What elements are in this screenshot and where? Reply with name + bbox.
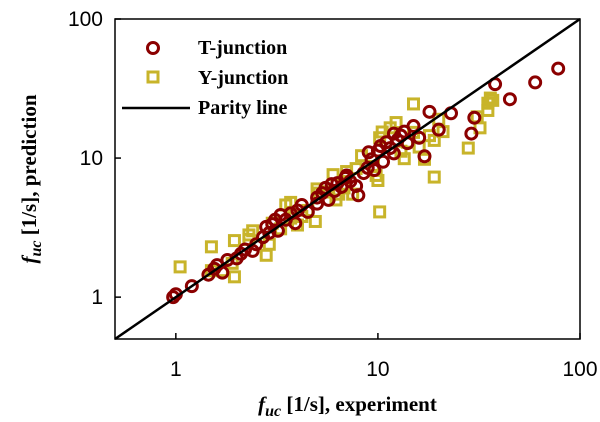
y-junction-point: [246, 224, 260, 238]
legend-label-t-junction: T-junction: [198, 37, 287, 59]
t-junction-point: [406, 119, 421, 134]
t-junction-point: [215, 265, 230, 280]
t-junction-point: [166, 290, 181, 305]
y-axis-title: fuc [1/s], prediction: [17, 94, 45, 263]
y-junction-point: [483, 91, 497, 105]
y-junction-point: [397, 152, 411, 166]
ticks-layer: 1 10 100 1 10 100: [68, 8, 598, 381]
y-tick-label: 100: [68, 8, 103, 31]
y-junction-point: [204, 240, 218, 254]
y-junction-point: [427, 133, 441, 147]
y-tick-label: 1: [91, 286, 103, 309]
t-junction-point: [351, 188, 366, 203]
y-junction-point: [427, 170, 441, 184]
legend-marker-y-junction: [146, 70, 160, 84]
x-axis-title: fuc [1/s], experiment: [258, 392, 437, 420]
y-junction-point: [173, 260, 187, 274]
y-tick-label: 10: [80, 147, 103, 170]
t-junction-point: [422, 104, 437, 119]
y-junction-point: [461, 141, 475, 155]
x-axis-symbol: f: [258, 392, 267, 416]
y-junction-point: [259, 248, 273, 262]
parity-line: [114, 17, 581, 341]
t-junction-point: [502, 92, 517, 107]
y-junction-point: [227, 270, 241, 284]
x-tick-label: 100: [562, 358, 597, 381]
t-junction-point: [288, 216, 303, 231]
x-tick-label: 1: [170, 358, 182, 381]
t-junction-point: [220, 252, 235, 267]
y-junction-point: [227, 234, 241, 248]
t-junction-point: [412, 130, 427, 145]
t-junction-point: [528, 75, 543, 90]
t-junction-point: [376, 154, 391, 169]
legend-label-y-junction: Y-junction: [198, 67, 288, 89]
legend-label-parity-line: Parity line: [198, 97, 288, 119]
plot-area-frame: [114, 18, 581, 340]
x-axis-subscript: uc: [265, 403, 281, 420]
t-junction-point: [417, 149, 432, 164]
t-junction-point: [386, 126, 401, 141]
t-junction-point: [361, 145, 376, 160]
y-axis-symbol: f: [17, 255, 41, 264]
t-junction-point: [431, 122, 446, 137]
y-axis-text: [1/s], prediction: [17, 94, 41, 240]
t-junction-point: [467, 110, 482, 125]
y-junction-point: [407, 97, 421, 111]
x-tick-label: 10: [366, 358, 389, 381]
t-junction-point: [464, 126, 479, 141]
t-junction-point: [259, 219, 274, 234]
legend-marker-t-junction: [146, 41, 160, 55]
y-junction-point: [373, 205, 387, 219]
y-junction-point: [308, 214, 322, 228]
t-junction-point: [367, 163, 382, 178]
x-axis-text: [1/s], experiment: [281, 392, 437, 416]
legend: T-junction Y-junction Parity line: [122, 37, 288, 119]
t-junction-point: [551, 61, 566, 76]
t-junction-point: [184, 279, 199, 294]
t-junction-point: [238, 242, 253, 257]
y-axis-subscript: uc: [28, 241, 45, 257]
y-junction-point: [486, 93, 500, 107]
